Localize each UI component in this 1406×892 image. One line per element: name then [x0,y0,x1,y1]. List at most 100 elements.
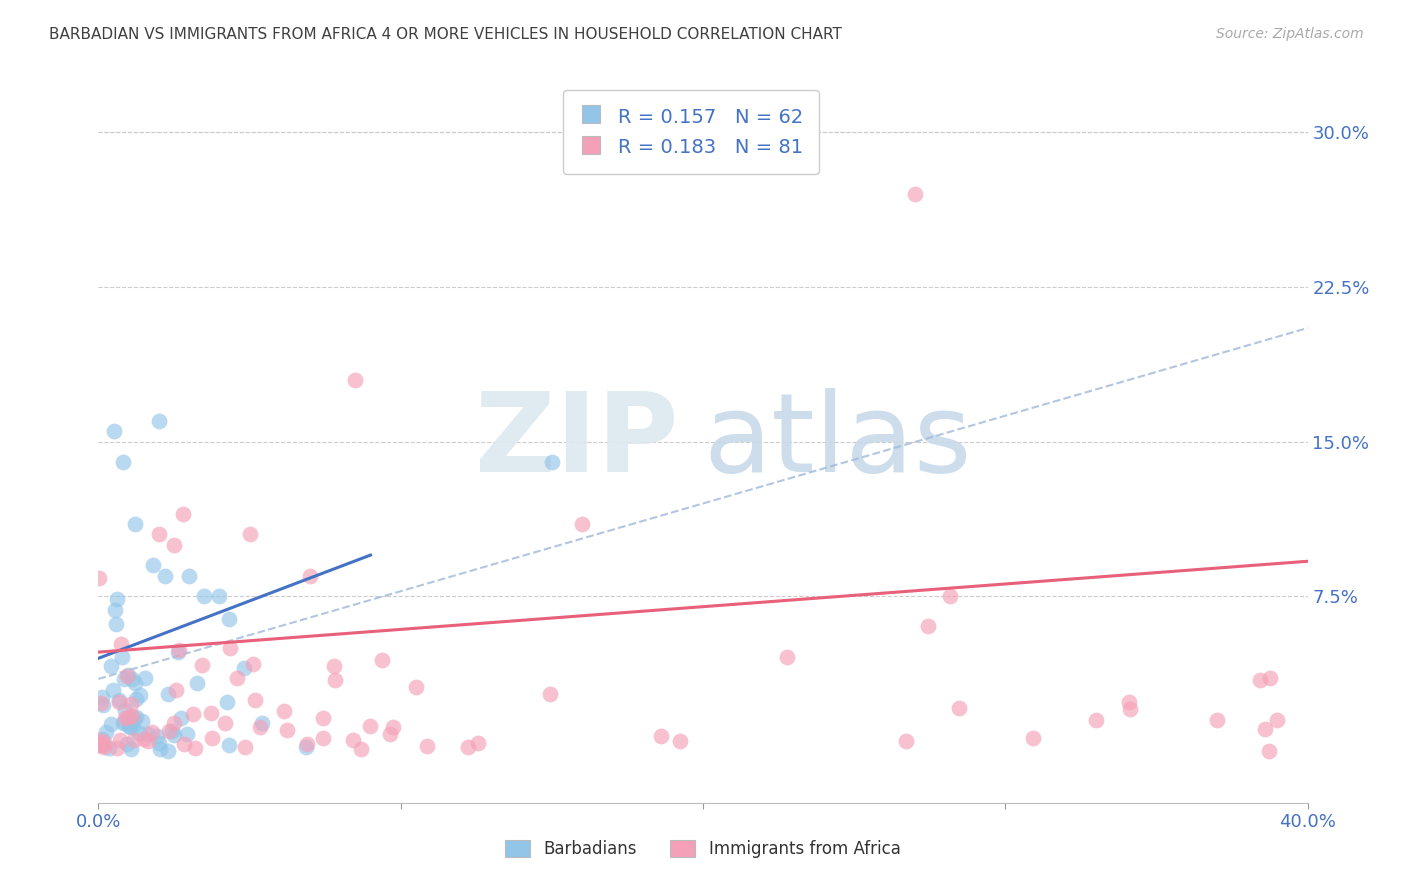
Point [120,697,142,711]
Point [538,687,561,701]
Point [108,695,131,709]
Point [163,538,186,552]
Point [108,693,131,707]
Point [89,738,111,752]
Point [132,732,155,747]
Point [948,701,970,715]
Point [101,682,124,697]
Point [125,692,148,706]
Point [179,568,201,582]
Point [208,590,231,604]
Text: ZIP: ZIP [475,388,679,495]
Point [163,728,186,742]
Point [128,726,150,740]
Point [380,727,402,741]
Point [100,717,122,731]
Point [118,719,141,733]
Point [1258,743,1281,757]
Point [467,736,489,750]
Point [111,649,134,664]
Point [200,706,222,720]
Point [342,732,364,747]
Point [181,706,204,721]
Point [225,671,247,685]
Point [122,711,145,725]
Point [120,742,142,756]
Text: atlas: atlas [703,388,972,495]
Point [218,738,240,752]
Text: Source: ZipAtlas.com: Source: ZipAtlas.com [1216,27,1364,41]
Point [160,724,183,739]
Point [1267,713,1289,727]
Point [322,659,344,673]
Point [405,681,427,695]
Point [218,640,240,655]
Point [904,186,927,201]
Point [121,709,143,723]
Point [118,720,141,734]
Point [98,740,121,755]
Point [250,715,273,730]
Point [1119,702,1142,716]
Point [108,733,131,747]
Point [540,455,562,469]
Point [170,710,193,724]
Point [776,650,799,665]
Point [157,724,180,739]
Point [157,744,180,758]
Point [120,715,142,730]
Point [201,731,224,745]
Point [1021,731,1043,745]
Point [371,653,394,667]
Point [218,612,240,626]
Point [134,671,156,685]
Point [1085,713,1108,727]
Point [117,668,139,682]
Point [243,693,266,707]
Point [176,727,198,741]
Point [295,737,318,751]
Point [121,672,143,686]
Point [111,455,134,469]
Point [91,738,114,752]
Point [87,738,110,752]
Point [193,590,215,604]
Point [165,683,187,698]
Point [145,730,167,744]
Point [136,733,159,747]
Point [105,591,128,606]
Point [242,657,264,671]
Point [312,710,335,724]
Point [149,741,172,756]
Point [249,720,271,734]
Point [381,720,404,734]
Point [1249,673,1271,687]
Point [89,733,111,747]
Point [214,715,236,730]
Point [105,617,128,632]
Point [172,507,194,521]
Point [299,568,322,582]
Point [112,714,135,729]
Point [235,739,257,754]
Point [162,716,184,731]
Point [156,687,179,701]
Point [90,738,112,752]
Point [114,711,136,725]
Point [173,738,195,752]
Point [90,697,112,711]
Point [571,517,593,532]
Point [273,704,295,718]
Text: BARBADIAN VS IMMIGRANTS FROM AFRICA 4 OR MORE VEHICLES IN HOUSEHOLD CORRELATION : BARBADIAN VS IMMIGRANTS FROM AFRICA 4 OR… [49,27,842,42]
Point [239,527,262,541]
Point [112,716,135,731]
Point [153,568,176,582]
Point [117,737,139,751]
Point [125,710,148,724]
Point [217,695,239,709]
Point [131,714,153,728]
Point [93,739,115,754]
Point [138,727,160,741]
Point [350,742,373,756]
Point [105,741,128,756]
